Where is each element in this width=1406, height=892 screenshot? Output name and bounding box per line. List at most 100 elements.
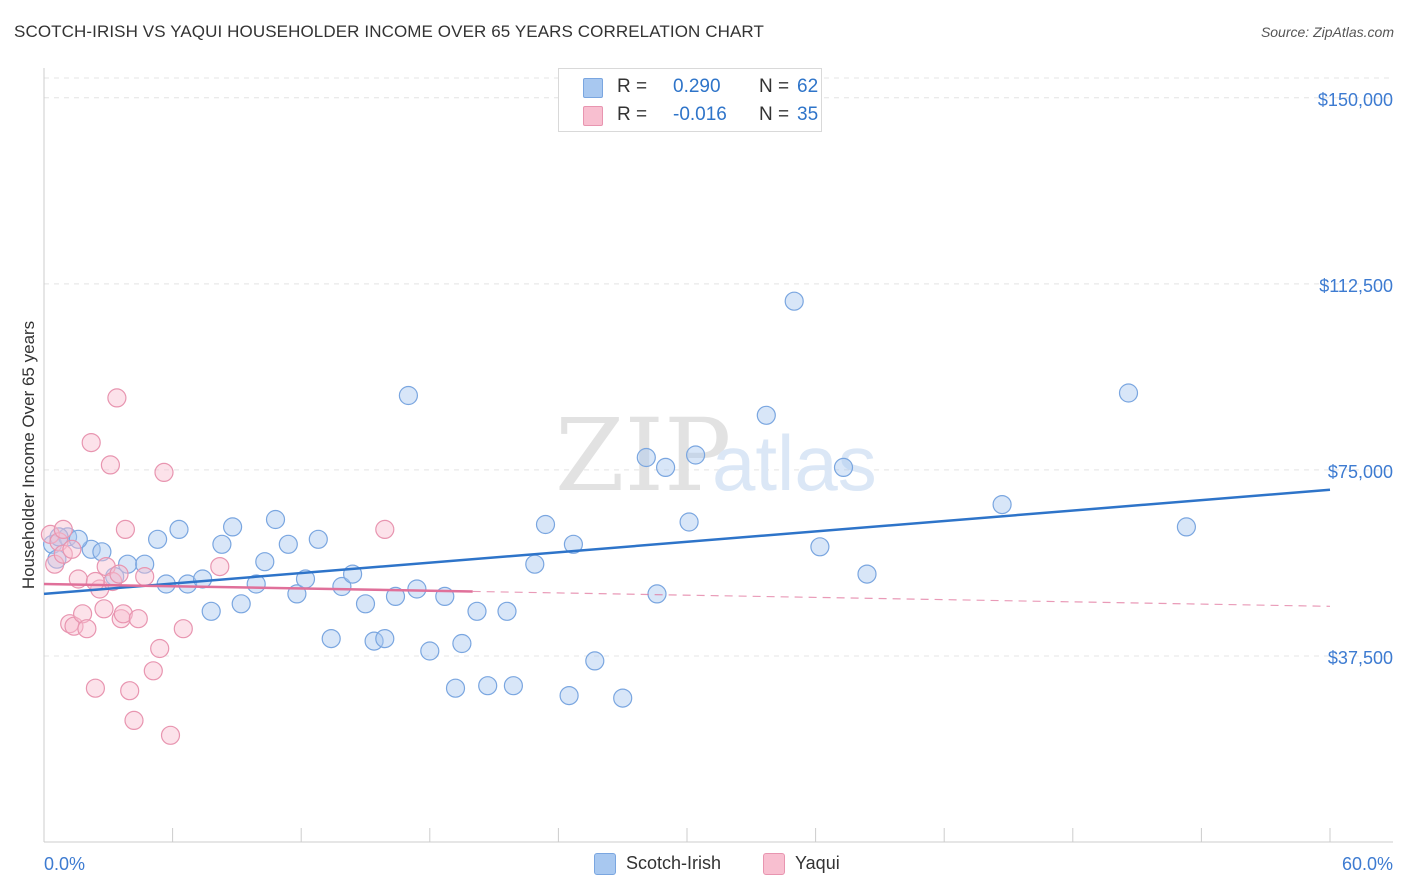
point-scotch-irish — [398, 385, 418, 406]
point-scotch-irish — [563, 534, 584, 554]
source-credit: Source: ZipAtlas.com — [1260, 24, 1394, 40]
point-scotch-irish — [992, 495, 1012, 515]
point-yaqui — [115, 519, 136, 540]
point-scotch-irish — [636, 447, 656, 468]
point-scotch-irish — [308, 529, 328, 549]
point-yaqui — [85, 571, 106, 592]
point-yaqui — [150, 638, 170, 659]
point-scotch-irish — [503, 676, 524, 696]
y-tick-label: $75,000 — [1328, 462, 1393, 482]
point-scotch-irish — [223, 517, 243, 537]
legend-r-label: R = — [617, 104, 648, 125]
point-scotch-irish — [255, 552, 275, 572]
point-scotch-irish — [467, 601, 487, 621]
point-scotch-irish — [148, 529, 168, 549]
point-scotch-irish — [833, 457, 854, 477]
point-yaqui — [72, 604, 93, 624]
point-scotch-irish — [212, 534, 232, 554]
point-scotch-irish — [68, 529, 88, 549]
label-layer: $37,500 $75,000 $112,500 $150,000 0.0% 60.0% H… — [19, 90, 1393, 874]
point-scotch-irish — [445, 678, 466, 698]
point-yaqui — [173, 619, 193, 639]
watermark-atlas: atlas — [712, 419, 877, 507]
point-yaqui — [107, 388, 127, 408]
bottom-legend-label: Scotch-Irish — [626, 853, 722, 873]
point-scotch-irish — [857, 564, 877, 584]
point-yaqui — [62, 539, 82, 559]
point-scotch-irish — [685, 445, 706, 465]
stats-legend: R = 0.290 N = 62 R = -0.016 N = 35 — [558, 68, 822, 132]
bottom-legend-label: Yaqui — [795, 853, 840, 873]
point-scotch-irish — [385, 586, 406, 607]
bottom-legend-swatch — [763, 853, 785, 875]
point-yaqui — [85, 678, 106, 698]
point-scotch-irish — [201, 601, 221, 621]
point-scotch-irish — [784, 291, 804, 311]
trend-line-yaqui — [43, 582, 473, 593]
point-scotch-irish — [375, 628, 395, 649]
point-yaqui — [143, 661, 163, 681]
legend-r-value: -0.016 — [673, 104, 727, 125]
point-scotch-irish — [613, 688, 633, 708]
point-scotch-irish — [332, 576, 352, 597]
legend-n-label: N = — [759, 76, 790, 97]
point-yaqui — [100, 455, 121, 475]
point-yaqui — [124, 710, 144, 731]
y-tick-label: $150,000 — [1318, 90, 1393, 110]
point-scotch-irish — [559, 685, 579, 706]
point-scotch-irish — [193, 569, 213, 589]
point-scotch-irish — [535, 514, 556, 535]
x-tick-label-min: 0.0% — [44, 854, 85, 874]
points-layer — [40, 291, 1197, 745]
point-scotch-irish — [321, 628, 341, 649]
point-scotch-irish — [265, 509, 286, 530]
trend-layer — [43, 488, 1331, 607]
point-scotch-irish — [355, 594, 376, 614]
point-yaqui — [210, 556, 230, 577]
point-scotch-irish — [655, 457, 676, 477]
point-yaqui — [120, 681, 140, 701]
y-tick-label: $112,500 — [1319, 276, 1393, 296]
legend-swatch-scotch-irish — [583, 78, 603, 98]
point-yaqui — [160, 725, 181, 745]
point-scotch-irish — [231, 594, 251, 614]
legend-r-label: R = — [617, 76, 648, 97]
point-yaqui — [113, 604, 133, 624]
point-scotch-irish — [420, 641, 440, 661]
point-yaqui — [109, 564, 129, 584]
point-yaqui — [135, 566, 155, 587]
legend-n-label: N = — [759, 104, 790, 125]
point-scotch-irish — [585, 651, 605, 671]
point-scotch-irish — [407, 579, 427, 599]
point-scotch-irish — [92, 542, 112, 562]
point-scotch-irish — [756, 405, 776, 425]
point-scotch-irish — [478, 676, 498, 696]
watermark-zip: ZIP — [555, 397, 731, 514]
legend-r-value: 0.290 — [673, 76, 721, 97]
point-scotch-irish — [169, 519, 189, 540]
point-scotch-irish — [810, 537, 830, 557]
point-yaqui — [53, 519, 73, 540]
point-yaqui — [154, 462, 174, 482]
point-scotch-irish — [278, 534, 298, 554]
point-scotch-irish — [1176, 517, 1197, 537]
watermark: ZIP atlas — [555, 397, 877, 514]
trend-line-scotch-irish — [43, 488, 1331, 596]
legend-n-value: 35 — [797, 104, 819, 125]
point-yaqui — [375, 519, 395, 540]
point-scotch-irish — [452, 633, 472, 654]
point-scotch-irish — [647, 584, 667, 604]
chart-title: SCOTCH-IRISH VS YAQUI HOUSEHOLDER INCOME… — [14, 22, 764, 41]
bottom-legend-swatch — [594, 853, 616, 875]
grid-layer — [44, 77, 1393, 657]
legend-n-value: 62 — [797, 76, 819, 97]
legend-swatch-yaqui — [583, 106, 603, 126]
point-scotch-irish — [679, 512, 699, 532]
point-yaqui — [94, 599, 114, 619]
point-yaqui — [128, 609, 148, 629]
point-yaqui — [77, 619, 97, 639]
y-tick-label: $37,500 — [1328, 648, 1393, 668]
point-scotch-irish — [525, 554, 545, 574]
point-scotch-irish — [1118, 383, 1139, 403]
